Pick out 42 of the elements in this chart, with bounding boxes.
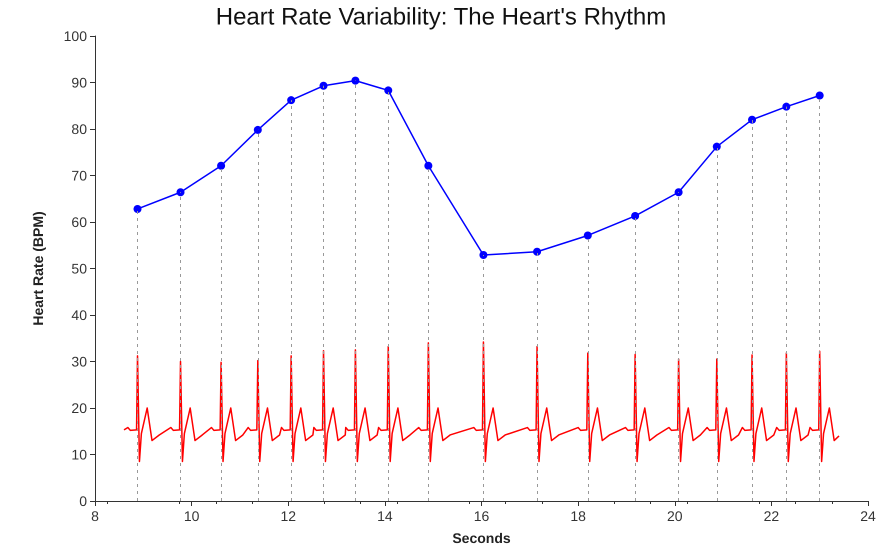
point [674, 188, 683, 196]
y-tick-label: 10 [71, 446, 88, 462]
point [631, 212, 640, 220]
point [217, 162, 226, 170]
point [176, 188, 185, 196]
x-tick-label: 16 [474, 508, 490, 524]
y-tick-label: 50 [71, 260, 88, 276]
x-tick-label: 24 [860, 508, 876, 524]
y-tick-label: 100 [64, 28, 88, 44]
x-tick-label: 12 [280, 508, 296, 524]
point [479, 251, 488, 260]
line-series [123, 341, 840, 462]
x-axis-title: Seconds [452, 530, 511, 546]
point [533, 248, 542, 256]
y-tick-label: 0 [79, 493, 88, 509]
y-axis-title: Heart Rate (BPM) [30, 211, 46, 326]
point [424, 162, 432, 170]
y-tick-label: 60 [71, 214, 88, 230]
x-tick-label: 22 [764, 508, 780, 524]
point [254, 126, 262, 134]
point [351, 76, 360, 85]
y-tick-label: 30 [71, 354, 88, 370]
x-tick-label: 20 [666, 508, 683, 524]
point [134, 204, 142, 213]
x-tick-label: 18 [570, 508, 586, 524]
y-tick-label: 20 [71, 400, 88, 416]
x-tick-label: 10 [184, 508, 200, 524]
point [384, 86, 392, 94]
y-tick-label: 80 [71, 121, 88, 137]
x-tick-label: 8 [91, 508, 100, 524]
point [782, 102, 790, 111]
x-tick-label: 14 [377, 508, 393, 524]
y-tick-label: 70 [71, 168, 88, 184]
point [320, 82, 328, 90]
point [287, 96, 296, 104]
chart-title: Heart Rate Variability: The Heart's Rhythm [216, 4, 666, 30]
point [712, 142, 721, 151]
y-tick-label: 90 [71, 74, 88, 90]
point [816, 92, 824, 100]
y-tick-label: 40 [71, 307, 88, 323]
point [584, 231, 592, 240]
point [748, 116, 756, 124]
